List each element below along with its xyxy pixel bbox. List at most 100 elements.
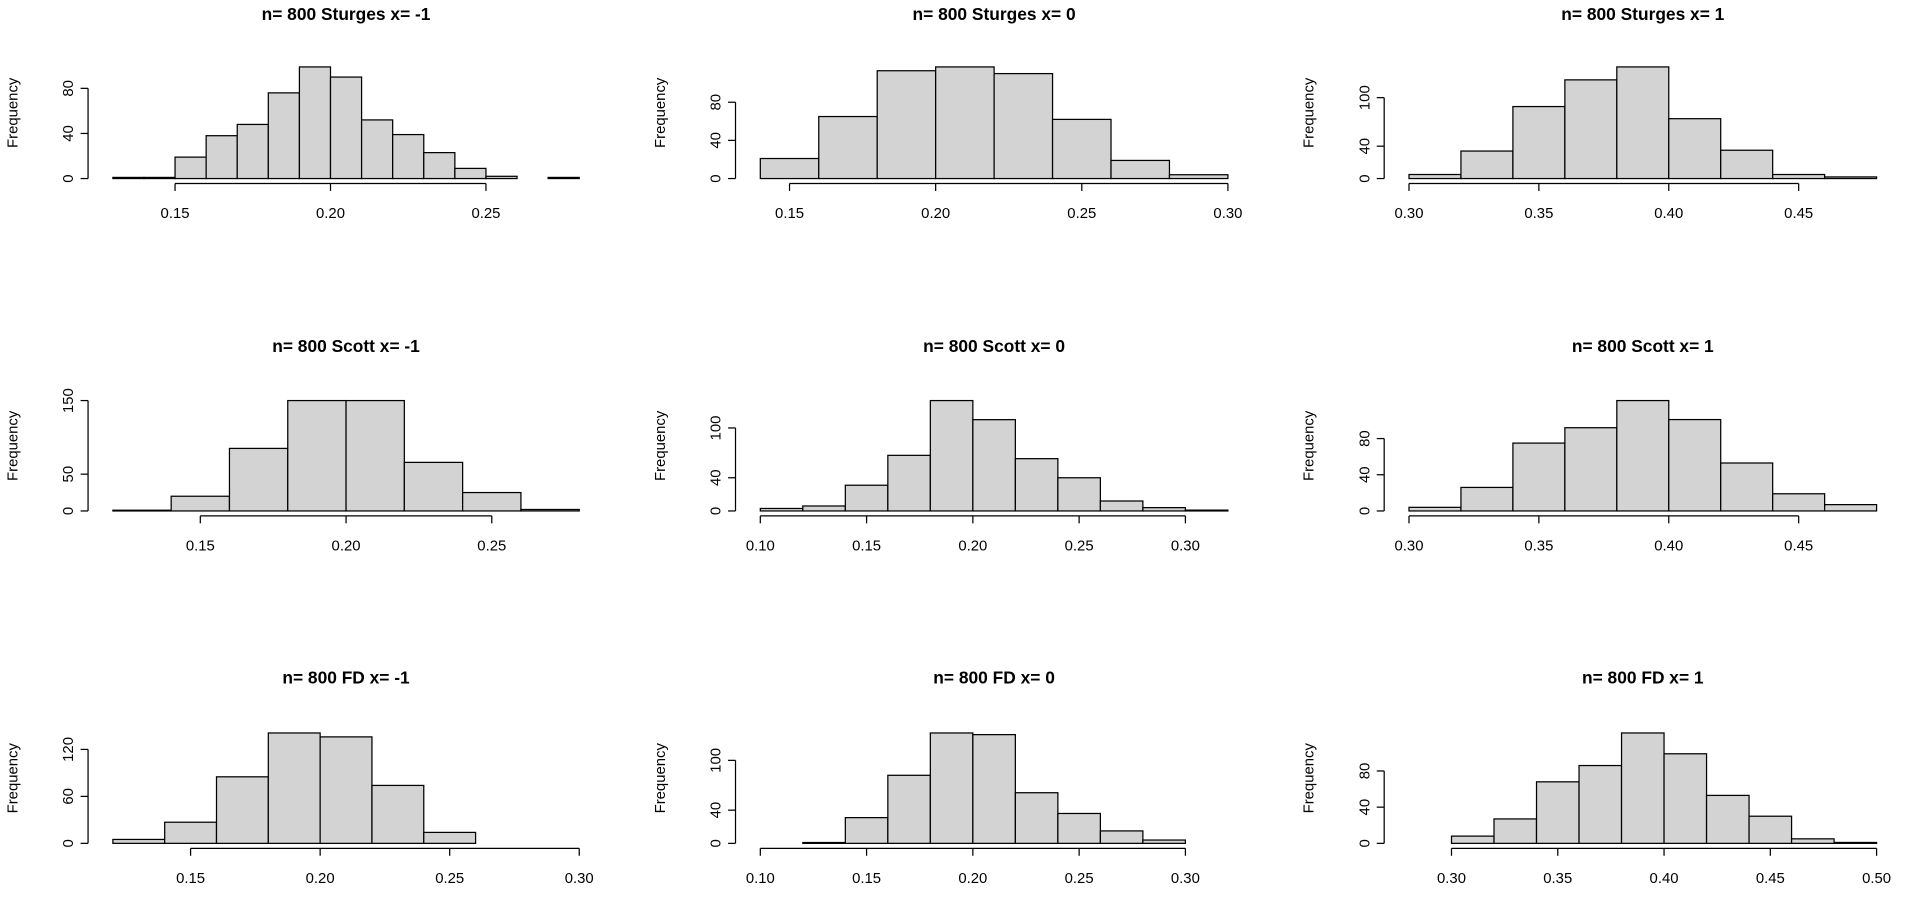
x-tick-label: 0.20: [921, 206, 950, 222]
bar: [345, 399, 405, 512]
chart-title: n= 800 Sturges x= -1: [262, 4, 431, 24]
x-tick-label: 0.35: [1543, 871, 1572, 887]
y-axis-label: Frequency: [1301, 410, 1317, 481]
bar: [236, 123, 269, 180]
x-tick-label: 0.45: [1756, 871, 1785, 887]
y-tick-label: 100: [1357, 85, 1373, 110]
y-tick-label: 0: [1357, 839, 1373, 847]
bar: [485, 175, 518, 180]
x-tick-label: 0.25: [435, 871, 464, 887]
x-tick-label: 0.40: [1650, 871, 1679, 887]
bar: [1790, 838, 1835, 844]
x-tick-label: 0.45: [1784, 539, 1813, 555]
y-tick-label: 100: [709, 748, 725, 773]
bar: [1099, 500, 1144, 512]
chart-title: n= 800 FD x= -1: [282, 667, 410, 687]
x-tick-label: 0.30: [1171, 539, 1200, 555]
y-tick-label: 0: [61, 507, 77, 515]
bar: [1057, 477, 1102, 512]
y-tick-label: 80: [61, 80, 77, 97]
chart-title: n= 800 Scott x= -1: [272, 336, 420, 356]
x-tick-label: 0.30: [1213, 206, 1242, 222]
bar: [1184, 509, 1229, 512]
bar: [164, 821, 218, 844]
x-tick-label: 0.50: [1862, 871, 1891, 887]
x-tick-label: 0.10: [746, 871, 775, 887]
y-tick-label: 40: [709, 469, 725, 486]
bar: [1616, 66, 1670, 180]
bar: [972, 734, 1016, 844]
bar: [1824, 503, 1878, 512]
x-tick-label: 0.45: [1784, 206, 1813, 222]
y-tick-label: 40: [1357, 466, 1373, 483]
y-tick-label: 0: [709, 507, 725, 515]
bar: [1720, 149, 1774, 180]
bar: [1564, 427, 1618, 512]
x-tick-label: 0.15: [176, 871, 205, 887]
x-tick-label: 0.35: [1524, 206, 1553, 222]
chart-title: n= 800 Scott x= 0: [923, 336, 1065, 356]
bar: [1772, 493, 1826, 512]
chart-title: n= 800 Sturges x= 0: [913, 4, 1076, 24]
bar: [1051, 118, 1112, 180]
x-tick-label: 0.35: [1524, 539, 1553, 555]
x-tick-label: 0.10: [746, 539, 775, 555]
y-tick-label: 80: [709, 94, 725, 111]
y-tick-label: 100: [709, 416, 725, 441]
x-tick-label: 0.25: [1065, 871, 1094, 887]
bar: [329, 76, 363, 180]
bar: [1493, 818, 1538, 844]
x-tick-label: 0.15: [775, 206, 804, 222]
bar: [1772, 173, 1826, 180]
x-tick-label: 0.15: [852, 539, 881, 555]
bar: [1460, 486, 1514, 512]
bar: [205, 135, 238, 180]
x-tick-label: 0.25: [477, 539, 506, 555]
y-tick-label: 40: [1357, 138, 1373, 155]
x-tick-label: 0.20: [316, 206, 345, 222]
bar: [267, 92, 301, 180]
bar: [935, 66, 995, 180]
bar: [1168, 174, 1229, 180]
bar: [818, 115, 878, 180]
bar: [392, 133, 425, 180]
x-tick-label: 0.20: [958, 871, 987, 887]
y-axis-label: Frequency: [1301, 743, 1317, 814]
bar: [759, 507, 804, 512]
bar: [876, 70, 937, 180]
bar: [1564, 79, 1618, 180]
bar: [1824, 176, 1878, 180]
bar: [1833, 841, 1878, 844]
bar: [112, 509, 172, 512]
y-axis-label: Frequency: [653, 410, 669, 481]
bar: [929, 399, 974, 512]
x-tick-label: 0.20: [958, 539, 987, 555]
bar: [403, 461, 464, 512]
y-tick-label: 60: [61, 788, 77, 805]
bar: [1014, 792, 1059, 844]
y-tick-label: 40: [61, 125, 77, 142]
bar: [298, 66, 332, 180]
x-tick-label: 0.30: [565, 871, 594, 887]
y-axis-label: Frequency: [5, 743, 21, 814]
bar: [1099, 830, 1144, 844]
bar: [887, 454, 931, 512]
bar: [1142, 839, 1187, 844]
y-tick-label: 40: [709, 802, 725, 819]
x-tick-label: 0.30: [1171, 871, 1200, 887]
bar: [1512, 442, 1566, 512]
bar: [1450, 835, 1495, 844]
bar: [174, 156, 207, 180]
y-tick-label: 80: [1357, 763, 1373, 780]
bar: [1014, 458, 1059, 512]
bar: [228, 447, 289, 512]
y-axis-label: Frequency: [5, 77, 21, 148]
bar: [1668, 118, 1722, 180]
bar: [371, 784, 425, 844]
bar: [1668, 418, 1722, 512]
bar: [1408, 173, 1462, 180]
y-tick-label: 0: [61, 839, 77, 847]
bar: [1620, 732, 1665, 844]
chart-title: n= 800 Scott x= 1: [1572, 336, 1714, 356]
